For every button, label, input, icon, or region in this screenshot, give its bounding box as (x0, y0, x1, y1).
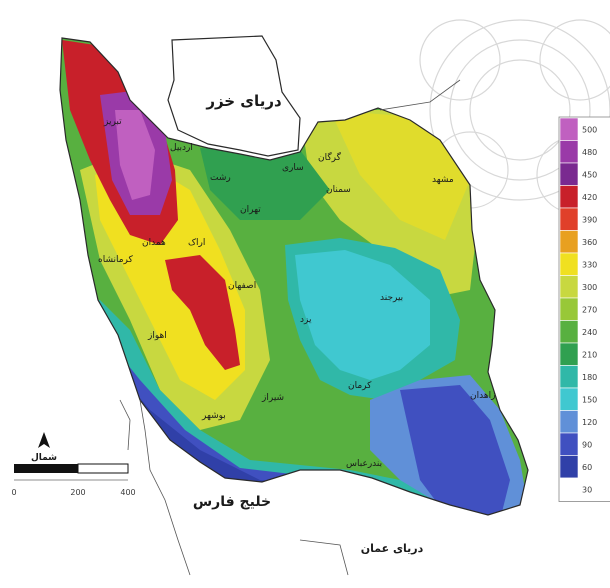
legend-tick-label: 180 (582, 373, 597, 382)
legend-swatch (559, 477, 579, 501)
legend-swatch (559, 365, 579, 389)
city-label: کرمان (348, 381, 372, 391)
legend-tick-label: 480 (582, 148, 597, 157)
city-label: بوشهر (201, 411, 226, 421)
legend-swatch (559, 117, 579, 141)
north-label: شمال (31, 453, 57, 463)
legend-swatch (559, 162, 579, 186)
neighbor-borders (119, 79, 461, 576)
legend-tick-label: 150 (582, 395, 597, 404)
legend-tick-label: 300 (582, 283, 597, 292)
city-label: اراک (188, 237, 205, 248)
legend-tick-label: 90 (582, 440, 592, 449)
legend-tick-label: 240 (582, 328, 597, 337)
precipitation-legend: 500 480 450 420 390 360 330 300 270 240 210 180 150 1… (558, 116, 610, 502)
city-label: رشت (210, 173, 231, 183)
city-label: زاهدان (470, 391, 495, 401)
legend-swatch (559, 185, 579, 209)
city-label: تبریز (103, 117, 122, 127)
caspian-sea (167, 35, 301, 157)
legend-swatch (559, 320, 579, 344)
city-label: همدان (142, 238, 166, 248)
scale-label: 0 (11, 488, 16, 497)
legend-swatch (559, 297, 579, 321)
legend-swatch (559, 410, 579, 434)
city-label: اهواز (147, 331, 167, 341)
city-label: بندرعباس (346, 459, 382, 469)
caspian-label: دریای خزر (205, 92, 282, 110)
legend-tick-label: 450 (582, 170, 597, 179)
scale-bar: 0 200 400 (11, 463, 136, 497)
legend-tick-label: 360 (582, 238, 597, 247)
legend-swatch (559, 275, 579, 299)
legend-tick-label: 120 (582, 418, 597, 427)
north-arrow-icon (38, 432, 50, 448)
north-arrow: شمال (31, 432, 57, 463)
scale-label: 200 (70, 488, 85, 497)
city-label: شیراز (261, 393, 284, 403)
legend-tick-label: 390 (582, 215, 597, 224)
legend-swatch (559, 455, 579, 479)
legend-tick-label: 500 (582, 125, 597, 134)
legend-swatch (559, 432, 579, 456)
city-label: مشهد (432, 175, 454, 185)
city-label: تهران (240, 205, 261, 215)
legend-tick-label: 210 (582, 350, 597, 359)
city-label: بیرجند (380, 293, 403, 303)
legend-swatch (559, 387, 579, 411)
legend-tick-label: 30 (582, 485, 592, 494)
oman-sea-label: دریای عمان (361, 542, 424, 555)
legend-swatch (559, 342, 579, 366)
city-label: کرمانشاه (98, 255, 134, 265)
city-labels: تبریز اردبیل رشت تهران ساری گرگان مشهد ه… (98, 117, 495, 469)
legend-tick-label: 60 (582, 463, 592, 472)
legend-tick-label: 270 (582, 305, 597, 314)
city-label: اردبیل (170, 143, 193, 153)
city-label: یزد (300, 315, 312, 325)
legend-swatch (559, 140, 579, 164)
legend-swatch (559, 230, 579, 254)
legend-tick-label: 330 (582, 260, 597, 269)
scale-label: 400 (120, 488, 135, 497)
legend-swatch (559, 252, 579, 276)
city-label: ساری (282, 163, 304, 173)
city-label: سمنان (326, 185, 351, 195)
city-label: اصفهان (228, 281, 256, 291)
persian-gulf-label: خلیج فارس (193, 494, 271, 510)
legend-tick-label: 420 (582, 193, 597, 202)
legend-swatch (559, 207, 579, 231)
city-label: گرگان (318, 151, 342, 163)
